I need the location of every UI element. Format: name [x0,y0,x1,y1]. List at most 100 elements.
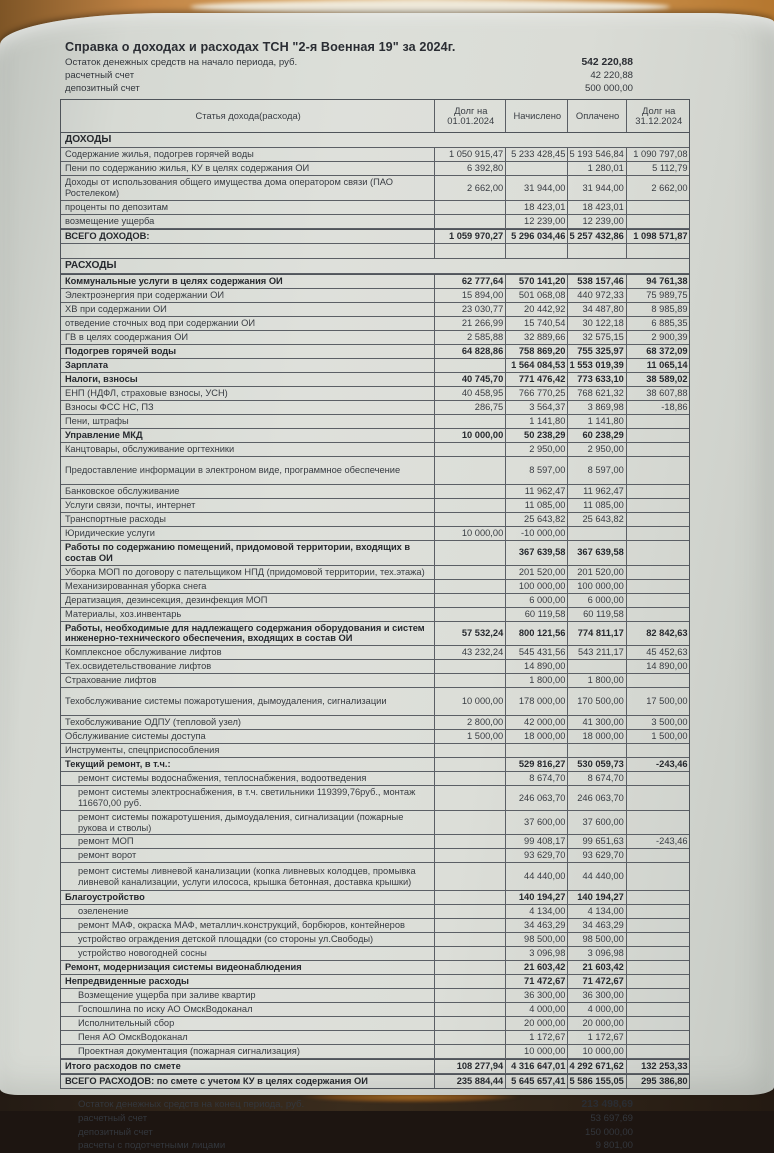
row-value [627,947,690,960]
section-label: РАСХОДЫ [65,259,117,271]
row-value [627,1045,690,1058]
row-value: 40 745,70 [435,372,507,386]
row-value: 20 000,00 [506,1017,569,1031]
row-value [506,162,569,176]
row-value [435,891,507,905]
row-value: 3 564,37 [506,400,569,414]
table-row: Комплексное обслуживание лифтов 43 232,24… [61,646,689,661]
row-label: Проектная документация (пожарная сигнали… [61,1045,436,1059]
row-value [435,442,507,456]
row-value: 20 000,00 [568,1017,627,1031]
table-row: Пеня АО ОмскВодоканал 1 172,67 1 172,67 [61,1031,689,1046]
row-value: 800 121,56 [506,621,569,646]
row-label: Итого расходов по смете [61,1060,436,1074]
row-value: 10 000,00 [435,526,507,540]
row-value: 57 532,24 [435,621,507,646]
table-row: Взносы ФСС НС, ПЗ 286,75 3 564,37 3 869,98 -… [61,400,689,415]
row-value [435,512,507,526]
table-row: Канцтовары, обслуживание оргтехники 2 950… [61,442,689,457]
row-value: 2 585,88 [435,330,507,344]
row-label: Налоги, взносы [61,372,436,386]
row-value: 93 629,70 [506,849,569,863]
row-value [627,541,690,565]
row-value: 1 564 084,53 [506,358,569,372]
row-value: 6 000,00 [568,593,627,607]
row-label: Предоставление информации в электроном в… [61,456,436,484]
row-value: 34 487,80 [568,302,627,316]
row-value: 530 059,73 [568,758,627,772]
account-value: 150 000,00 [584,1126,633,1138]
row-value: 1 800,00 [506,674,569,688]
row-value [435,660,507,674]
row-value: 37 600,00 [568,810,627,835]
row-value: 545 431,56 [506,646,569,660]
column-header-item: Статья дохода(расхода) [61,100,436,133]
row-label: Инструменты, спецприспособления [61,744,436,758]
row-label: Доходы от использования общего имущества… [61,176,436,200]
row-value: 93 629,70 [568,849,627,863]
table-row: Непредвиденные расходы 71 472,67 71 472,67 [61,975,689,990]
row-value [435,933,507,947]
row-label: Работы по содержанию помещений, придомов… [61,540,436,565]
row-label: ЕНП (НДФЛ, страховые взносы, УСН) [61,386,436,400]
row-value: 4 134,00 [506,905,569,919]
table-row: Техобслуживание системы пожаротушения, д… [61,688,689,717]
row-value: 170 500,00 [568,688,627,716]
row-value: 1 098 571,87 [633,231,688,242]
row-value: 3 869,98 [568,400,627,414]
row-value: 2 950,00 [506,442,569,456]
row-value: 20 442,92 [506,302,569,316]
row-value [627,513,690,526]
row-value [627,744,690,757]
row-value: 12 239,00 [506,214,569,228]
row-label: ремонт системы пожаротушения, дымоудален… [61,810,436,835]
account-value: 9 801,00 [595,1140,633,1152]
row-label: Пени, штрафы [61,414,436,428]
row-value: 1 553 019,39 [568,358,627,372]
row-value [627,566,690,579]
row-value [435,786,507,810]
row-value: 41 300,00 [568,716,627,730]
row-value [435,498,507,512]
table-row: озеленение 4 134,00 4 134,00 [61,905,689,920]
row-value [627,674,690,687]
row-label: Страхование лифтов [61,674,436,688]
row-value: 8 597,00 [506,456,569,484]
row-label: Дератизация, дезинсекция, дезинфекция МО… [61,593,436,607]
row-label: Услуги связи, почты, интернет [61,498,436,512]
row-value [435,772,507,786]
row-label: ремонт МОП [61,835,436,849]
row-value: 201 520,00 [506,565,569,579]
row-value: 21 603,42 [568,961,627,975]
row-value: 286,75 [435,400,507,414]
row-value [435,579,507,593]
opening-account-row: депозитный счет 500 000,00 [65,83,633,96]
table-row: Механизированная уборка снега 100 000,00 1… [61,579,689,594]
row-value: 367 639,58 [506,540,569,565]
table-row: ремонт МОП 99 408,17 99 651,63 -243,46 [61,835,689,850]
opening-balance-label: Остаток денежных средств на начало перио… [65,57,298,68]
row-value: 11 085,00 [506,498,569,512]
row-label: Содержание жилья, подогрев горячей воды [61,148,436,162]
table-row: Работы по содержанию помещений, придомов… [61,540,690,566]
row-value: 529 816,27 [506,758,569,772]
row-value: 99 651,63 [568,835,627,849]
row-label: Комплексное обслуживание лифтов [61,646,436,660]
row-value [627,415,690,428]
row-label: ГВ в целях соодержания ОИ [61,330,436,344]
row-value [627,772,690,785]
table-row: ремонт системы электроснабжения, в т.ч. … [61,786,689,811]
row-value [627,457,690,484]
row-value: 94 761,38 [646,276,688,287]
row-value: 2 800,00 [435,716,507,730]
table-row: устройство новогодней сосны 3 096,98 3 096… [61,947,690,962]
row-value [435,243,507,258]
row-value [627,485,690,498]
row-value: 367 639,58 [568,540,627,565]
table-row: ремонт системы водоснабжения, теплоснабж… [61,772,690,787]
row-value: 5 112,79 [652,163,688,174]
account-label: расчеты с подотчетными лицами [78,1140,226,1152]
row-value: 2 950,00 [568,442,627,456]
row-value: 98 500,00 [568,933,627,947]
opening-balance-row: Остаток денежных средств на начало перио… [65,57,633,70]
